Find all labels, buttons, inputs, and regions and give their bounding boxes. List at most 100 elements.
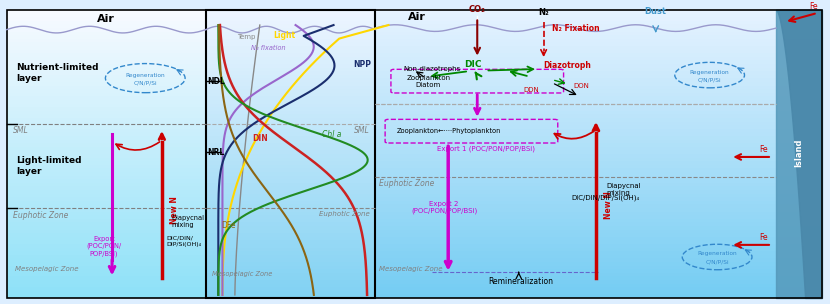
Bar [206, 64, 375, 67]
Text: Mesopelagic Zone: Mesopelagic Zone [212, 271, 273, 277]
Bar [206, 287, 375, 291]
Text: NRL: NRL [208, 148, 225, 157]
Bar [7, 262, 206, 265]
Text: Temp: Temp [237, 34, 256, 40]
Bar [7, 53, 206, 57]
Bar [375, 24, 822, 28]
Bar [7, 154, 206, 157]
Bar [7, 204, 206, 208]
Bar [7, 104, 206, 107]
Bar [375, 60, 822, 64]
Bar [206, 21, 375, 24]
Text: C/N/P/Si: C/N/P/Si [134, 80, 157, 85]
Bar [375, 93, 822, 96]
Bar [7, 161, 206, 165]
Text: N₂: N₂ [539, 9, 549, 18]
Text: Remineralization: Remineralization [489, 277, 554, 286]
Bar [375, 247, 822, 251]
Bar [206, 251, 375, 255]
Bar [375, 53, 822, 57]
Bar [7, 67, 206, 71]
Bar [206, 50, 375, 53]
Text: DIN: DIN [252, 133, 267, 143]
Bar [206, 10, 375, 13]
Bar [206, 17, 375, 21]
Bar [206, 212, 375, 215]
Bar [375, 104, 822, 107]
Bar [375, 197, 822, 201]
Bar [7, 85, 206, 89]
Bar [206, 269, 375, 273]
Bar [206, 32, 375, 35]
Text: DIC/DIN/
DIP/Si(OH)₄: DIC/DIN/ DIP/Si(OH)₄ [166, 236, 201, 247]
Bar [375, 251, 822, 255]
Bar [375, 85, 822, 89]
Bar [375, 96, 822, 100]
Text: CO₂: CO₂ [469, 5, 486, 15]
Bar [7, 186, 206, 190]
Bar [206, 276, 375, 280]
Bar [375, 190, 822, 194]
Text: Euphotic Zone: Euphotic Zone [13, 211, 69, 220]
Bar [206, 114, 375, 118]
Bar [206, 183, 375, 186]
Bar [375, 172, 822, 175]
Text: Diapycnal
mixing: Diapycnal mixing [172, 215, 205, 228]
Bar [206, 143, 375, 147]
Text: DFe: DFe [221, 221, 235, 230]
Bar [206, 89, 375, 93]
Bar [206, 118, 375, 122]
Text: Diatom: Diatom [415, 82, 440, 88]
Bar [206, 57, 375, 60]
Bar [206, 82, 375, 85]
Bar [375, 276, 822, 280]
Bar [7, 32, 206, 35]
Bar [7, 96, 206, 100]
Bar [375, 165, 822, 168]
Bar [7, 273, 206, 276]
Bar [7, 150, 206, 154]
Bar [7, 35, 206, 39]
Bar [375, 132, 822, 136]
Bar [7, 233, 206, 237]
Bar [375, 57, 822, 60]
Bar [206, 190, 375, 194]
Bar [7, 237, 206, 240]
Bar [375, 294, 822, 298]
Bar [375, 129, 822, 132]
Bar [7, 107, 206, 111]
Bar [7, 125, 206, 129]
Bar [206, 104, 375, 107]
Bar [7, 24, 206, 28]
Bar [375, 147, 822, 150]
Bar [7, 17, 206, 21]
Bar [7, 57, 206, 60]
Bar [375, 194, 822, 197]
Bar [206, 111, 375, 114]
Bar [206, 204, 375, 208]
Text: N₂ fixation: N₂ fixation [251, 45, 286, 51]
Bar [206, 96, 375, 100]
Bar [7, 13, 206, 17]
Bar [7, 240, 206, 244]
Bar [375, 140, 822, 143]
Bar [375, 89, 822, 93]
Bar [7, 50, 206, 53]
Bar [375, 118, 822, 122]
Bar [206, 71, 375, 75]
Bar [7, 71, 206, 75]
Bar [7, 136, 206, 140]
Text: DON: DON [573, 83, 589, 89]
Bar [7, 183, 206, 186]
Bar [206, 67, 375, 71]
Bar [7, 172, 206, 175]
Bar [206, 39, 375, 42]
Text: Chl a: Chl a [322, 130, 341, 140]
Bar [375, 21, 822, 24]
Bar [206, 240, 375, 244]
Text: C/N/P/Si: C/N/P/Si [706, 259, 729, 264]
Bar [206, 244, 375, 247]
Bar [206, 136, 375, 140]
Bar [7, 251, 206, 255]
Bar [375, 50, 822, 53]
